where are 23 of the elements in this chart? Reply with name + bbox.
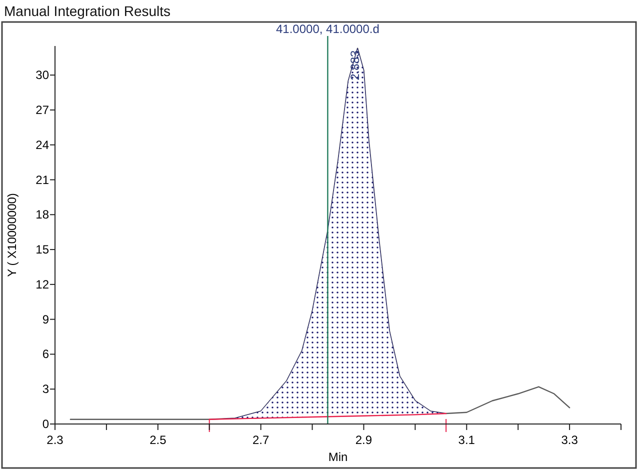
y-tick-label: 3: [42, 382, 50, 396]
x-tick-label: 2.7: [252, 433, 270, 447]
annotation: 2.883: [348, 50, 362, 80]
ref-line-label: 41.0000, 41.0000.d: [276, 22, 380, 36]
y-tick-label: 0: [42, 417, 50, 431]
x-tick-label: 3.1: [458, 433, 476, 447]
y-tick-label: 30: [36, 68, 50, 82]
y-tick-label: 21: [36, 172, 50, 187]
y-tick-label: 12: [36, 277, 50, 292]
y-tick-label: 9: [42, 312, 50, 326]
chart-title: Manual Integration Results: [4, 3, 171, 19]
y-tick-label: 27: [36, 102, 50, 117]
x-tick-label: 2.3: [46, 433, 64, 447]
x-tick-label: 2.9: [355, 433, 372, 447]
y-tick-label: 15: [36, 242, 50, 257]
line-series: [70, 48, 570, 420]
x-tick-label: 2.5: [150, 433, 167, 447]
y-tick-label: 24: [36, 138, 50, 152]
x-axis-title: Min: [328, 450, 348, 464]
x-tick-label: 3.3: [561, 433, 578, 447]
y-tick-label: 6: [42, 347, 50, 362]
y-axis-title: Y ( X10000000): [5, 193, 19, 277]
y-tick-label: 18: [36, 208, 50, 222]
